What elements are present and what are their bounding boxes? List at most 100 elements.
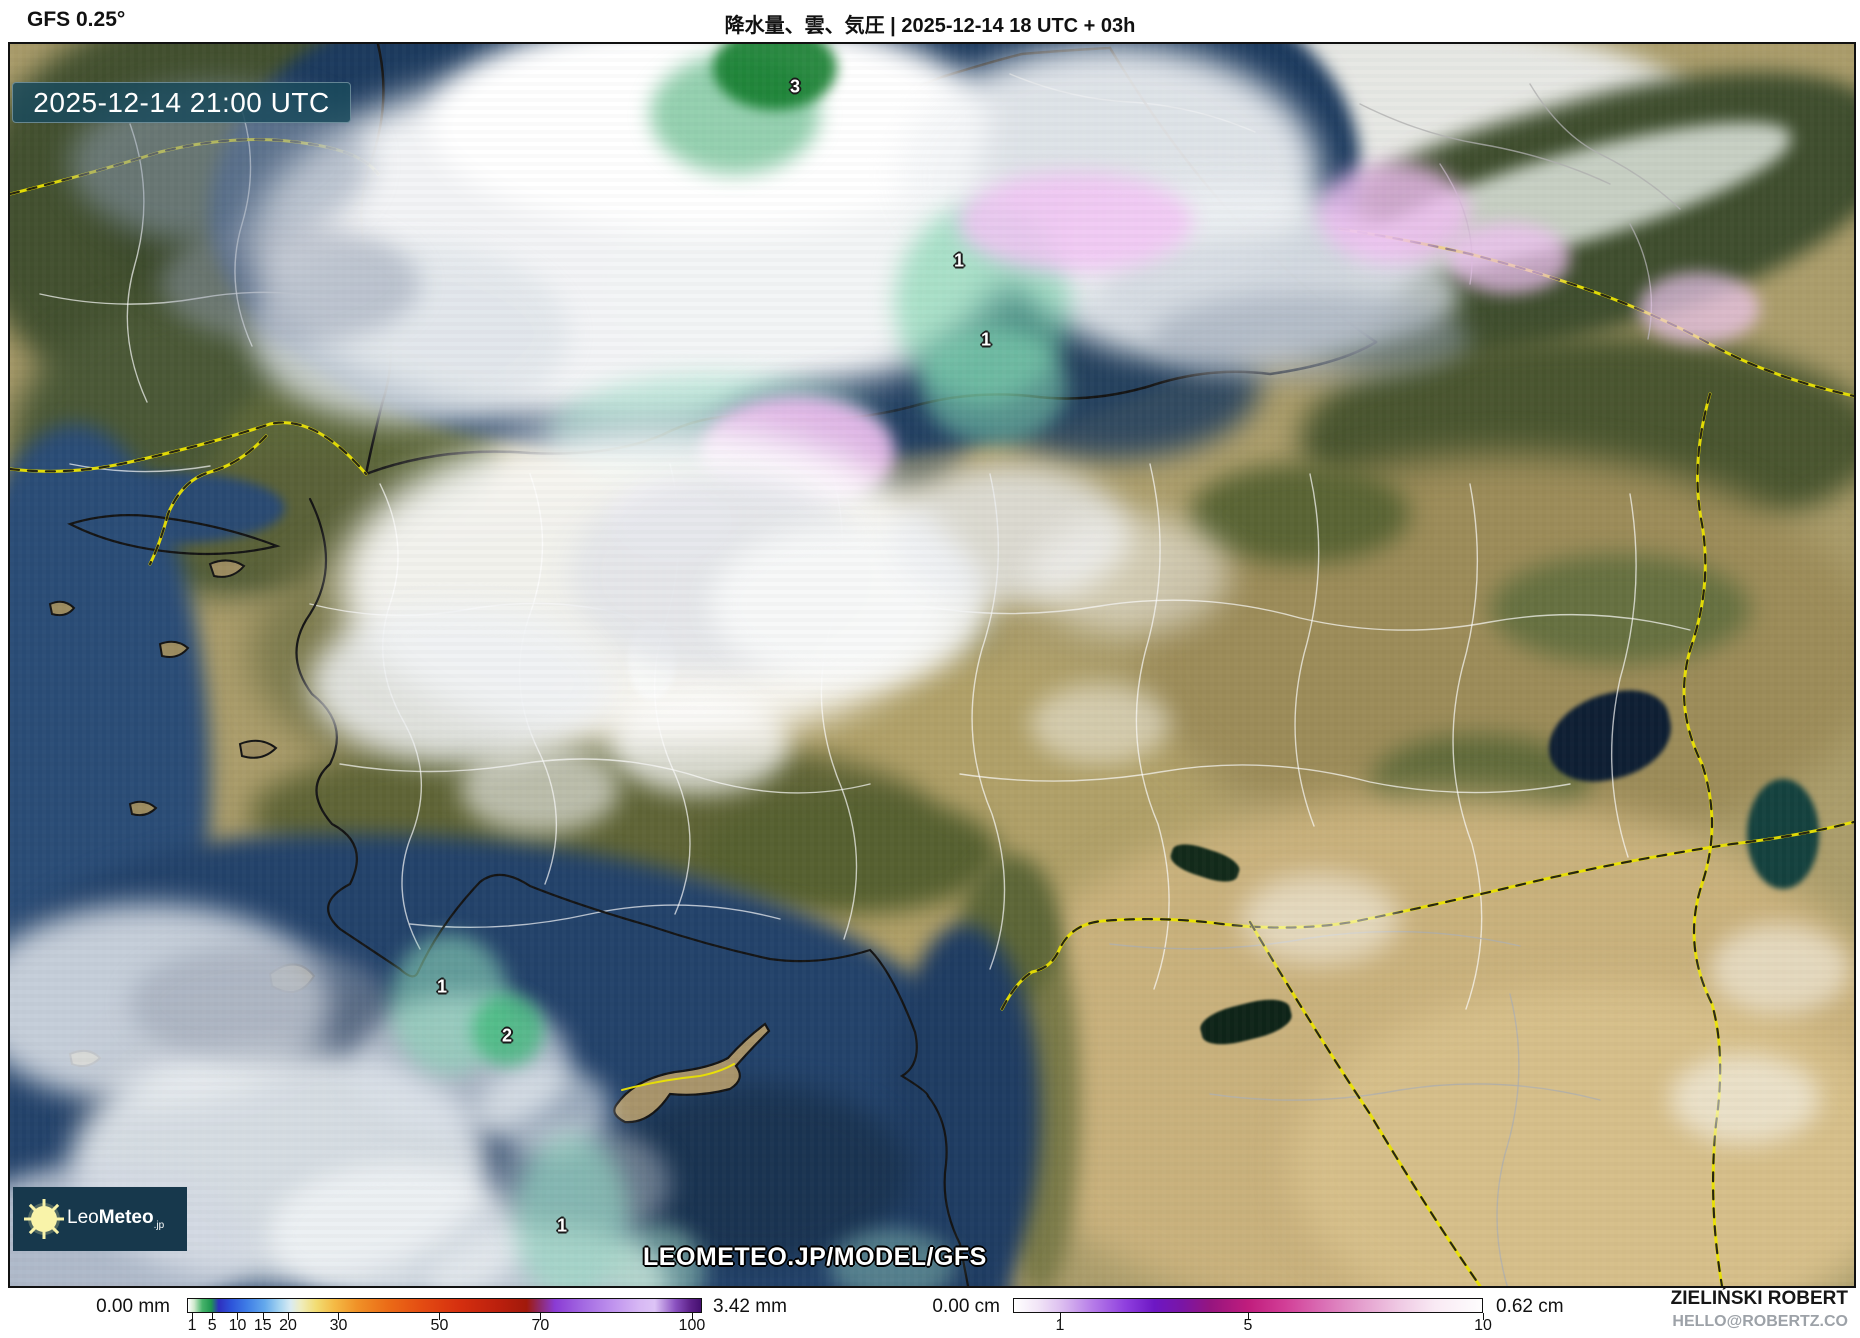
terrain-blob (480, 634, 1240, 1064)
legend-tick-label: 20 (279, 1317, 297, 1334)
cloud-blob (480, 1064, 610, 1154)
legend-tick-label: 15 (253, 1317, 272, 1334)
legend-tick-label: 70 (531, 1317, 550, 1334)
legend-tick-label: 5 (1243, 1317, 1253, 1334)
cloud-blob (1318, 162, 1470, 264)
legend-tick-label: 100 (678, 1317, 706, 1334)
terrain-blob (220, 364, 500, 544)
cloud-blob (270, 1164, 530, 1286)
terrain-blob (1140, 454, 1854, 854)
terrain-blob (700, 794, 1000, 914)
legend-tick (691, 1313, 693, 1320)
cyprus-island (613, 1022, 771, 1124)
cloud-blob (430, 44, 990, 234)
cloud-blob (1670, 1054, 1820, 1144)
cloud-blob (490, 1124, 670, 1244)
terrain-blob (960, 854, 1060, 1004)
terrain-blob (1336, 92, 1804, 306)
map-value-label: 1 (436, 976, 448, 997)
cloud-blob (160, 224, 420, 344)
cloud-blob (1710, 924, 1850, 1014)
legend-tick (1060, 1313, 1061, 1320)
legend-tick (1483, 1313, 1484, 1320)
cloud-blob (250, 244, 570, 424)
cloud-blob (713, 44, 837, 110)
map-borders-layer (10, 44, 1854, 1286)
terrain-blob (1000, 914, 1080, 1286)
cloud-blob (10, 904, 330, 1104)
terrain-blob (1539, 681, 1680, 792)
map-value-label: 1 (556, 1215, 568, 1236)
leometeo-logo[interactable]: LeoMeteo.jp (13, 1187, 187, 1251)
terrain-blob (1240, 44, 1854, 418)
snow-colorbar (1013, 1298, 1483, 1313)
cloud-blob (130, 944, 390, 1064)
cloud-blob (610, 694, 790, 794)
cloud-blob (570, 474, 870, 674)
terrain-blob (1050, 154, 1350, 334)
legend-tick-label: 5 (207, 1317, 217, 1334)
terrain-blob (1300, 334, 1854, 544)
legend-tick (212, 1313, 214, 1320)
precip-legend-min: 0.00 mm (96, 1296, 170, 1317)
cloud-blob (1638, 272, 1760, 344)
cloud-blob (310, 604, 610, 764)
cloud-blob (890, 464, 1130, 604)
cloud-blob (650, 54, 820, 174)
cloud-blob (430, 1224, 670, 1286)
cloud-blob (1030, 184, 1410, 364)
precip-colorbar (187, 1298, 702, 1313)
page-title: 降水量、雲、気圧 | 2025-12-14 18 UTC + 03h (724, 15, 1136, 37)
cloud-blob (895, 204, 1070, 404)
terrain-blob (1290, 984, 1854, 1286)
terrain-blob (1197, 993, 1295, 1051)
legend-tick (1248, 1313, 1249, 1320)
cloud-blob (710, 374, 970, 504)
legend-tick-label: 50 (430, 1317, 449, 1334)
map-value-label: 1 (953, 250, 965, 271)
cloud-blob (250, 64, 1010, 424)
legend-tick-label: 10 (1474, 1317, 1492, 1334)
cloud-blob (1448, 222, 1570, 294)
terrain-blob (10, 294, 440, 594)
map-value-label: 1 (980, 329, 992, 350)
cloud-blob (1240, 874, 1400, 964)
terrain-blob (250, 494, 990, 814)
legend-tick (262, 1313, 264, 1320)
cloud-blob (958, 172, 1193, 272)
terrain-blob (210, 44, 1360, 464)
legend-tick (439, 1313, 441, 1320)
terrain-blob (940, 44, 1700, 214)
cloud-blob (922, 329, 1067, 444)
legend-tick-label: 30 (329, 1317, 348, 1334)
map-watermark: LEOMETEO.JP/MODEL/GFS (643, 1243, 987, 1271)
snow-legend-max: 0.62 cm (1496, 1296, 1564, 1317)
terrain-blob (100, 104, 360, 304)
cloud-blob (340, 424, 960, 744)
model-label: GFS 0.25° (27, 8, 126, 31)
cloud-blob (610, 482, 735, 564)
sun-icon (24, 1199, 64, 1239)
terrain-blob (10, 424, 210, 1144)
cloud-blob (550, 374, 880, 494)
legend-tick-label: 10 (228, 1317, 247, 1334)
logo-wordmark: LeoMeteo.jp (67, 1207, 165, 1231)
cloud-blob (1030, 514, 1230, 634)
map-value-label: 2 (501, 1025, 513, 1046)
cloud-blob (1100, 234, 1460, 354)
terrain-blob (600, 1084, 910, 1264)
cloud-blob (1150, 294, 1470, 384)
terrain-blob (1490, 554, 1750, 664)
cloud-blob (1030, 684, 1170, 764)
legend-tick-label: 1 (1055, 1317, 1065, 1334)
legend-tick (540, 1313, 542, 1320)
credit-name: ZIELIŃSKI ROBERT (1670, 1288, 1848, 1309)
cloud-blob (350, 994, 570, 1134)
terrain-blob (620, 164, 1050, 394)
weather-map[interactable]: 3 1 1 1 2 1 2025-12-14 21:00 UTC LEOMETEO.JP/… (8, 42, 1856, 1288)
timestamp-overlay: 2025-12-14 21:00 UTC (12, 82, 351, 123)
map-texture (10, 44, 1854, 1286)
terrain-blob (628, 622, 676, 700)
legend-tick (338, 1313, 340, 1320)
terrain-blob (970, 794, 1854, 1286)
